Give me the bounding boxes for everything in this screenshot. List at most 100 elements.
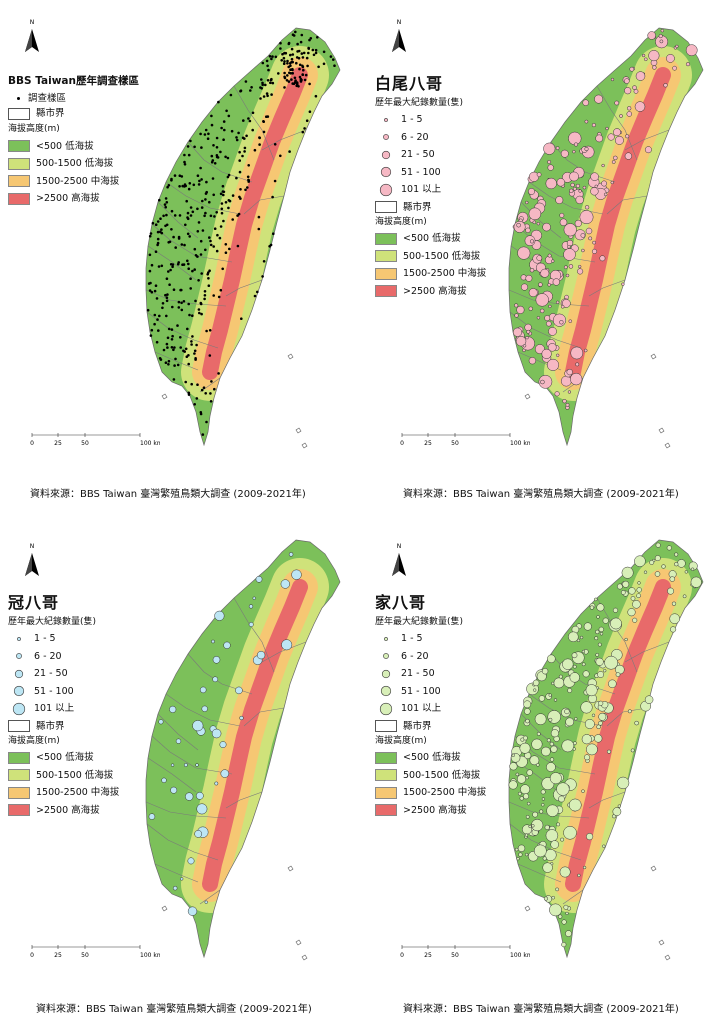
survey-plot-point xyxy=(198,179,201,183)
survey-plot-point xyxy=(187,362,190,366)
count-bubble xyxy=(632,85,637,90)
count-bubble xyxy=(584,146,589,152)
count-bubble xyxy=(610,180,614,185)
count-bubble xyxy=(545,829,559,842)
survey-plot-point xyxy=(247,117,250,120)
count-bubble xyxy=(541,348,552,359)
count-bubble xyxy=(598,626,604,633)
survey-plot-point xyxy=(316,36,319,39)
survey-plot-point xyxy=(172,288,176,292)
count-class-label: 101 以上 xyxy=(34,703,75,714)
survey-plot-point xyxy=(298,75,302,79)
survey-plot-point xyxy=(148,253,152,257)
count-bubble xyxy=(577,873,581,878)
survey-plot-point xyxy=(281,52,284,56)
count-bubble xyxy=(597,671,605,678)
count-bubble xyxy=(525,852,529,857)
survey-plot-point xyxy=(308,38,311,42)
survey-plot-point xyxy=(303,127,306,130)
survey-plot-point xyxy=(307,51,310,55)
elevation-swatch xyxy=(375,804,397,817)
count-bubble xyxy=(252,596,256,600)
county-boundary xyxy=(145,801,227,819)
count-bubble xyxy=(655,542,661,548)
count-bubble xyxy=(522,344,527,348)
count-bubble xyxy=(560,149,569,158)
survey-plot-point xyxy=(193,349,197,353)
survey-plot-point xyxy=(259,86,262,89)
survey-plot-point xyxy=(203,290,207,293)
survey-plot-point xyxy=(170,228,173,231)
survey-plot-point xyxy=(311,48,315,52)
count-bubble xyxy=(594,734,603,743)
count-bubble xyxy=(563,223,577,237)
elevation-label: <500 低海拔 xyxy=(36,140,94,152)
survey-plot-point xyxy=(306,64,309,68)
count-bubble xyxy=(280,579,290,589)
count-bubble xyxy=(525,274,533,282)
count-bubble xyxy=(675,44,679,49)
count-bubble xyxy=(219,741,227,749)
count-bubble xyxy=(607,133,615,141)
count-bubble xyxy=(538,282,543,287)
survey-plot-point xyxy=(229,93,233,97)
count-bubble xyxy=(582,865,587,870)
count-class-label: 101 以上 xyxy=(401,184,442,195)
elevation-legend-row: >2500 高海拔 xyxy=(375,283,486,301)
scale-tick-label: 25 xyxy=(54,952,62,959)
survey-point-icon xyxy=(17,97,20,100)
survey-plot-point xyxy=(164,205,167,209)
elevation-legend-row: 1500-2500 中海拔 xyxy=(375,265,486,283)
survey-plot-point xyxy=(287,42,291,46)
count-bubble xyxy=(550,840,559,849)
count-bubble xyxy=(603,192,608,197)
count-bubble xyxy=(509,762,518,771)
count-bubble xyxy=(583,622,592,631)
count-bubble xyxy=(574,219,582,227)
count-bubble xyxy=(667,587,675,595)
count-bubble xyxy=(573,741,577,746)
survey-plot-point xyxy=(255,290,259,294)
survey-plot-point xyxy=(179,346,182,349)
count-bubble xyxy=(613,155,618,161)
count-bubble xyxy=(520,274,527,281)
survey-plot-point xyxy=(198,311,201,315)
county-boundary xyxy=(199,889,221,905)
survey-plot-point xyxy=(183,243,186,247)
count-bubble xyxy=(565,273,570,278)
count-bubble xyxy=(541,797,546,801)
survey-plot-point xyxy=(279,47,282,50)
count-class-label: 6 - 20 xyxy=(34,650,62,662)
count-class-label: 1 - 5 xyxy=(401,114,423,125)
count-bubble xyxy=(553,698,558,702)
count-bubble xyxy=(547,654,556,664)
small-island xyxy=(295,939,302,946)
survey-plot-point xyxy=(190,340,193,343)
scale-tick-label: 25 xyxy=(424,952,432,959)
survey-plot-point xyxy=(222,138,225,141)
survey-plot-point xyxy=(266,64,269,68)
survey-plot-point xyxy=(248,119,252,123)
species-title: 白尾八哥 xyxy=(375,74,444,93)
survey-plot-point xyxy=(282,62,286,65)
survey-plot-point xyxy=(294,30,297,34)
count-bubble xyxy=(204,900,208,904)
survey-plot-point xyxy=(226,175,230,179)
survey-plot-point xyxy=(164,361,168,365)
survey-plot-point xyxy=(215,136,219,140)
survey-plot-point xyxy=(203,297,206,301)
map-survey xyxy=(145,27,341,449)
survey-plot-point xyxy=(189,206,193,209)
survey-plot-point xyxy=(165,342,169,346)
count-bubble xyxy=(538,374,553,389)
survey-plot-point xyxy=(156,230,160,234)
count-bubble xyxy=(581,662,586,667)
county-boundary xyxy=(596,597,638,673)
count-bubble xyxy=(552,278,560,286)
survey-plot-point xyxy=(193,403,196,406)
survey-plot-point xyxy=(222,219,225,223)
elevation-swatch xyxy=(8,751,30,764)
survey-plot-point xyxy=(211,177,215,180)
count-bubble xyxy=(579,635,584,640)
survey-plot-point xyxy=(237,212,241,216)
